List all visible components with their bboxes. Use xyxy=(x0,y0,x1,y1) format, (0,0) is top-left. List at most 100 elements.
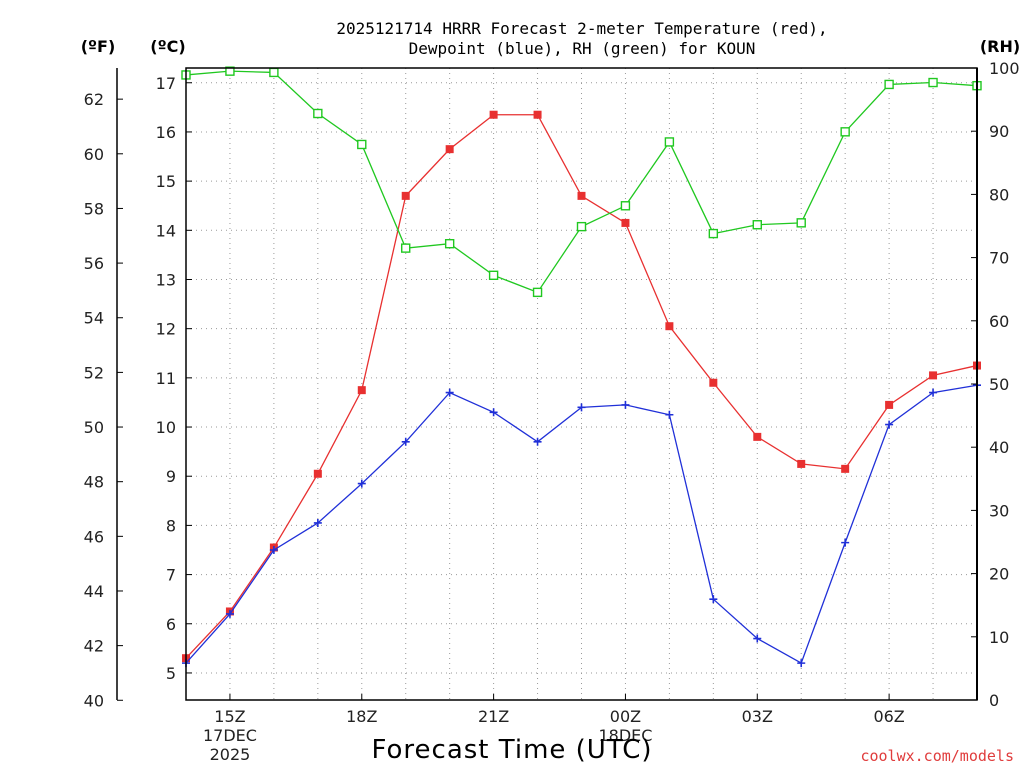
rh-marker xyxy=(532,287,543,298)
rh-marker xyxy=(928,77,938,88)
x-tick-label: 18Z xyxy=(346,707,377,726)
rh-tick-label: 50 xyxy=(989,375,1009,394)
celsius-tick-label: 6 xyxy=(166,615,176,634)
fahrenheit-tick-label: 42 xyxy=(84,637,104,656)
x-tick-label: 06Z xyxy=(873,707,904,726)
dewpoint-marker xyxy=(445,388,454,397)
dewpoint-marker xyxy=(797,659,806,668)
temperature-marker xyxy=(797,459,806,468)
rh-marker xyxy=(444,238,455,249)
celsius-tick-label: 13 xyxy=(156,270,176,289)
rh-tick-label: 40 xyxy=(989,438,1009,457)
axes-layer: 5678910111213141516174042444648505254565… xyxy=(84,59,1020,764)
temperature-marker xyxy=(401,191,410,200)
credit-text: coolwx.com/models xyxy=(860,747,1014,765)
fahrenheit-tick-label: 54 xyxy=(84,309,104,328)
temperature-marker xyxy=(665,322,674,331)
rh-marker xyxy=(708,228,719,239)
temperature-marker xyxy=(577,191,586,200)
rh-marker xyxy=(620,201,631,211)
celsius-tick-label: 17 xyxy=(156,74,176,93)
dewpoint-marker xyxy=(489,408,498,417)
temperature-marker xyxy=(357,386,366,395)
dewpoint-marker xyxy=(269,545,278,554)
dewpoint-marker xyxy=(709,595,718,604)
temperature-marker xyxy=(533,110,542,119)
rh-marker xyxy=(488,270,499,280)
rh-tick-label: 20 xyxy=(989,565,1009,584)
x-tick-label: 2025 xyxy=(210,745,251,764)
rh-marker xyxy=(884,79,894,90)
temperature-series xyxy=(182,110,981,663)
x-tick-label: 18DEC xyxy=(598,726,652,745)
dewpoint-marker xyxy=(577,403,586,412)
rh-tick-label: 90 xyxy=(989,122,1009,141)
rh-series xyxy=(181,66,982,298)
rh-tick-label: 10 xyxy=(989,628,1009,647)
dewpoint-marker xyxy=(621,400,630,409)
rh-marker xyxy=(840,127,850,137)
rh-marker xyxy=(796,218,806,228)
temperature-marker xyxy=(753,432,762,441)
fahrenheit-unit-label: (ºF) xyxy=(81,37,116,56)
celsius-tick-label: 12 xyxy=(156,320,176,339)
rh-tick-label: 100 xyxy=(989,59,1020,78)
fahrenheit-tick-label: 44 xyxy=(84,582,104,601)
temperature-marker xyxy=(621,218,630,227)
rh-unit-label: (RH) xyxy=(980,37,1020,56)
x-tick-label: 21Z xyxy=(478,707,509,726)
fahrenheit-tick-label: 48 xyxy=(84,473,104,492)
temperature-marker xyxy=(489,110,498,119)
chart-title-line2: Dewpoint (blue), RH (green) for KOUN xyxy=(409,39,756,58)
rh-marker xyxy=(357,139,367,150)
temperature-marker xyxy=(929,371,938,380)
temperature-marker xyxy=(841,464,850,473)
x-tick-label: 17DEC xyxy=(203,726,257,745)
temperature-marker xyxy=(445,145,454,154)
rh-marker xyxy=(269,67,279,78)
x-tick-label: 03Z xyxy=(742,707,773,726)
rh-tick-label: 80 xyxy=(989,185,1009,204)
rh-marker xyxy=(576,221,587,232)
celsius-tick-label: 11 xyxy=(156,369,176,388)
rh-tick-label: 0 xyxy=(989,691,999,710)
dewpoint-marker xyxy=(841,538,850,547)
series-layer xyxy=(181,66,982,668)
temperature-marker xyxy=(313,469,322,478)
dewpoint-marker xyxy=(533,437,542,446)
fahrenheit-tick-label: 62 xyxy=(84,90,104,109)
fahrenheit-tick-label: 46 xyxy=(84,527,104,546)
dewpoint-marker xyxy=(665,410,674,419)
rh-marker xyxy=(225,66,235,76)
temperature-marker xyxy=(709,378,718,387)
dewpoint-marker xyxy=(885,420,894,429)
rh-line xyxy=(185,70,978,294)
celsius-tick-label: 8 xyxy=(166,516,176,535)
celsius-tick-label: 15 xyxy=(156,172,176,191)
dewpoint-series xyxy=(182,381,981,668)
celsius-tick-label: 10 xyxy=(156,418,176,437)
rh-marker xyxy=(664,137,675,147)
celsius-tick-label: 14 xyxy=(156,221,176,240)
temperature-marker xyxy=(885,400,894,409)
x-tick-label: 00Z xyxy=(610,707,641,726)
dewpoint-marker xyxy=(313,518,322,527)
fahrenheit-tick-label: 58 xyxy=(84,199,104,218)
celsius-tick-label: 7 xyxy=(166,566,176,585)
fahrenheit-tick-label: 52 xyxy=(84,363,104,382)
celsius-tick-label: 5 xyxy=(166,664,176,683)
dewpoint-marker xyxy=(401,437,410,446)
dewpoint-marker xyxy=(929,388,938,397)
rh-tick-label: 70 xyxy=(989,249,1009,268)
x-axis-label: Forecast Time (UTC) xyxy=(371,735,652,765)
rh-tick-label: 60 xyxy=(989,312,1009,331)
chart-title-line1: 2025121714 HRRR Forecast 2-meter Tempera… xyxy=(336,19,827,38)
dewpoint-marker xyxy=(753,634,762,643)
dewpoint-marker xyxy=(225,609,234,618)
celsius-unit-label: (ºC) xyxy=(150,37,185,56)
fahrenheit-tick-label: 50 xyxy=(84,418,104,437)
rh-marker xyxy=(752,220,762,230)
celsius-tick-label: 16 xyxy=(156,123,176,142)
rh-marker xyxy=(401,243,411,253)
